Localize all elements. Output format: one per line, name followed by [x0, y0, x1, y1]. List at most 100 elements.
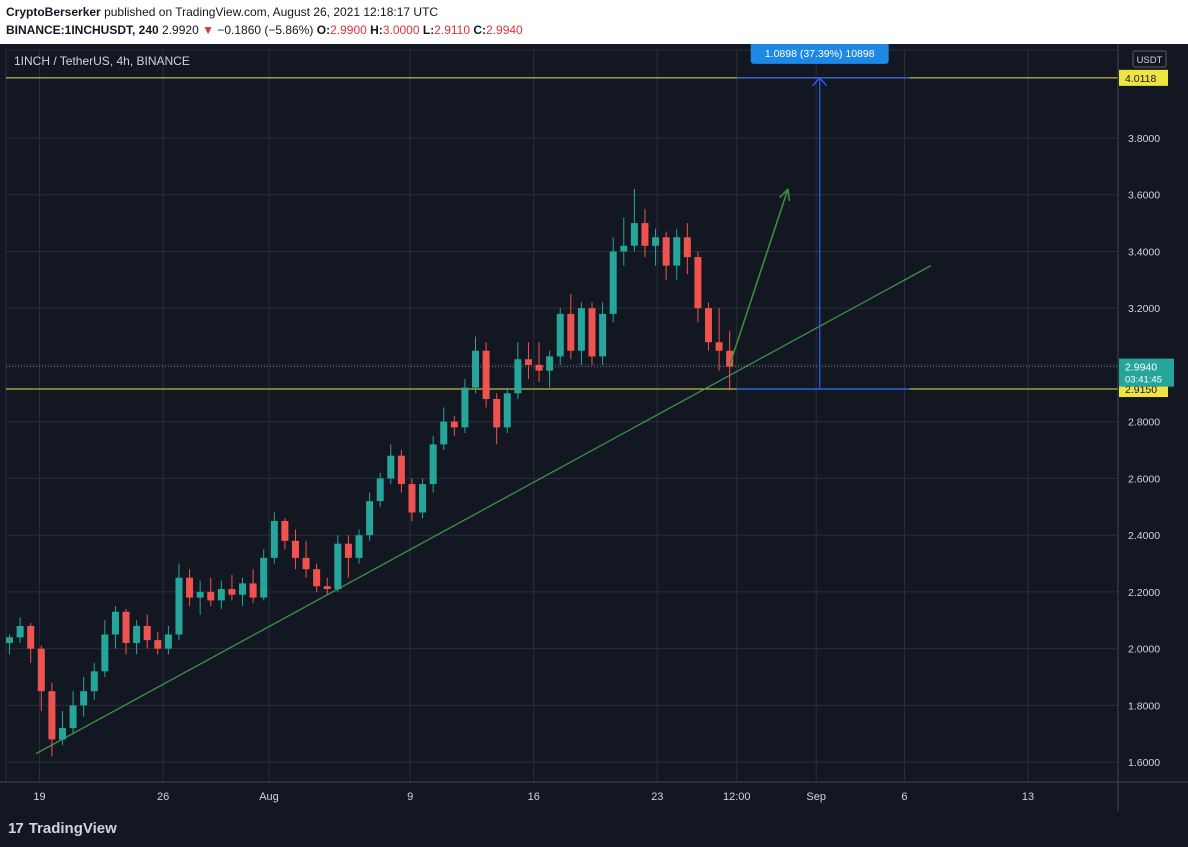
- y-tick-label: 2.2000: [1128, 587, 1160, 599]
- open-value: 2.9900: [330, 23, 367, 37]
- candle: [482, 342, 490, 408]
- candle-body: [535, 364, 543, 371]
- candle: [186, 569, 194, 607]
- y-tick-label: 2.0000: [1128, 644, 1160, 656]
- candle: [652, 228, 660, 266]
- candle: [387, 444, 395, 485]
- plot-border: [5, 49, 1119, 783]
- candle: [440, 407, 448, 451]
- candle: [196, 580, 204, 615]
- candle: [355, 529, 363, 564]
- candle: [344, 535, 352, 578]
- candle: [16, 617, 24, 643]
- candle-body: [143, 625, 151, 641]
- low-label: L:: [422, 23, 435, 37]
- y-tick-label: 1.8000: [1128, 700, 1160, 712]
- candle: [313, 563, 321, 592]
- candle: [260, 549, 268, 601]
- measure-arrow-head: [812, 76, 828, 87]
- candle-body: [334, 543, 342, 590]
- candle-body: [186, 577, 194, 598]
- candle: [397, 450, 405, 493]
- candle: [588, 302, 596, 365]
- chart-drawings: [6, 77, 1118, 755]
- low-value: 2.9110: [434, 23, 470, 37]
- chart-area[interactable]: 1.0898 (37.39%) 10898 1.6000 1.8000 2.0000…: [0, 41, 1188, 811]
- candle-body: [726, 350, 734, 367]
- candle-body: [90, 671, 98, 692]
- candle-body: [694, 257, 702, 309]
- x-tick-label: 6: [901, 791, 907, 803]
- measure-label: 1.0898 (37.39%) 10898: [765, 48, 875, 60]
- candle-body: [228, 589, 236, 595]
- candle-body: [313, 569, 321, 587]
- candle: [641, 208, 649, 258]
- candle: [514, 342, 522, 399]
- price-chart[interactable]: 1.0898 (37.39%) 10898 1.6000 1.8000 2.0000…: [0, 41, 1188, 811]
- countdown-label: 03:41:45: [1125, 375, 1162, 386]
- candle: [429, 435, 437, 493]
- candle-body: [101, 634, 109, 672]
- y-tick-label: 3.8000: [1128, 133, 1160, 145]
- candle-body: [408, 484, 416, 513]
- candle: [408, 478, 416, 521]
- candle: [101, 620, 109, 678]
- candle: [228, 574, 236, 601]
- candle: [281, 518, 289, 550]
- x-tick-label: 13: [1022, 791, 1034, 803]
- candle-body: [249, 583, 257, 598]
- support-price-label: 2.9150: [1125, 384, 1157, 396]
- candle-body: [577, 308, 585, 351]
- down-arrow-icon: ▼: [202, 23, 214, 37]
- chart-title: 1INCH / TetherUS, 4h, BINANCE: [14, 54, 190, 68]
- candle: [111, 606, 119, 649]
- candle-body: [69, 705, 77, 729]
- candle: [683, 223, 691, 275]
- candle: [154, 631, 162, 655]
- candle-body: [270, 520, 278, 558]
- candle: [493, 393, 501, 445]
- candle-body: [207, 591, 215, 601]
- candle-body: [133, 625, 141, 643]
- candle-body: [217, 589, 225, 601]
- currency-badge: [1132, 50, 1167, 68]
- tradingview-logo-text: TradingView: [28, 820, 117, 837]
- candle-body: [715, 342, 723, 351]
- symbol-ohlc-line: BINANCE:1INCHUSDT, 240 2.9920 ▼ −0.1860 …: [6, 23, 523, 37]
- candle-body: [524, 359, 532, 365]
- candle-body: [588, 308, 596, 357]
- candle: [291, 529, 299, 570]
- candle-body: [323, 586, 331, 590]
- candle-body: [440, 421, 448, 445]
- candle: [535, 342, 543, 382]
- author-name[interactable]: CryptoBerserker: [6, 5, 101, 19]
- high-label: H:: [370, 23, 383, 37]
- tradingview-logo[interactable]: 17 TradingView: [8, 820, 117, 837]
- candle-body: [37, 648, 45, 692]
- candle-body: [111, 611, 119, 635]
- candle-body: [546, 356, 554, 371]
- candle-body: [281, 520, 289, 541]
- candle-body: [6, 637, 14, 643]
- candle: [6, 634, 14, 655]
- candle: [48, 682, 56, 757]
- candle-body: [291, 540, 299, 558]
- candle-body: [461, 387, 469, 428]
- publication-header: CryptoBerserker published on TradingView…: [0, 0, 1188, 44]
- candle: [376, 472, 384, 507]
- tradingview-logo-icon: 17: [8, 820, 24, 837]
- candle: [217, 580, 225, 609]
- candle-body: [556, 313, 564, 357]
- candle: [503, 387, 511, 434]
- candle: [58, 711, 66, 746]
- candle-body: [344, 543, 352, 558]
- candle: [705, 302, 713, 351]
- y-tick-label: 1.6000: [1128, 757, 1160, 769]
- candle-body: [122, 611, 130, 643]
- candle-body: [387, 455, 395, 479]
- x-tick-label: 19: [33, 791, 45, 803]
- footer-bar: 17 TradingView: [0, 811, 1188, 847]
- candle: [524, 342, 532, 380]
- candle: [630, 189, 638, 252]
- candle: [207, 577, 215, 607]
